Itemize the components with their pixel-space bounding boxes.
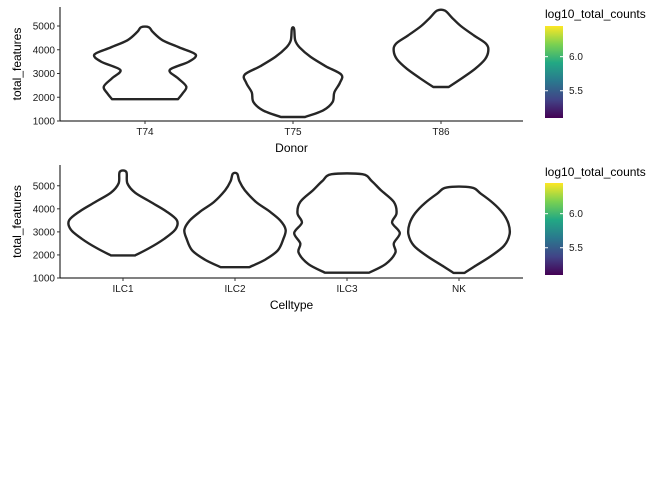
- y-tick-label: 1000: [33, 117, 56, 128]
- colorbar-tick-label: 6.0: [569, 52, 583, 63]
- y-tick-label: 5000: [33, 22, 56, 33]
- x-tick-label: NK: [452, 284, 466, 295]
- colorbar: [545, 183, 563, 275]
- colorbar-tick-label: 5.5: [569, 243, 583, 254]
- colorbar-legend: log10_total_counts 6.0 5.5: [545, 165, 646, 275]
- x-tick-label: T86: [432, 127, 450, 138]
- violin-nk: [406, 185, 512, 275]
- legend-title: log10_total_counts: [545, 7, 646, 21]
- y-tick-label: 2000: [33, 93, 56, 104]
- legend-title: log10_total_counts: [545, 165, 646, 179]
- colorbar-tick-label: 5.5: [569, 86, 583, 97]
- violin-ilc3: [293, 172, 401, 274]
- violin-t75: [242, 26, 344, 119]
- x-tick-label: T75: [284, 127, 302, 138]
- x-tick-label: ILC2: [224, 284, 246, 295]
- y-tick-label: 1000: [33, 274, 56, 285]
- violin-ilc1: [67, 169, 179, 257]
- x-axis-title: Donor: [275, 141, 308, 155]
- y-tick-label: 4000: [33, 45, 56, 56]
- violin-t86: [392, 8, 490, 89]
- colorbar-legend: log10_total_counts 6.0 5.5: [545, 7, 646, 118]
- x-tick-label: ILC3: [336, 284, 358, 295]
- x-tick-label: ILC1: [112, 284, 134, 295]
- y-tick-label: 5000: [33, 181, 56, 192]
- y-tick-label: 3000: [33, 227, 56, 238]
- y-tick-label: 2000: [33, 250, 56, 261]
- violin-ilc2: [183, 171, 287, 269]
- y-tick-label: 3000: [33, 69, 56, 80]
- violin-panel-2: 1000 2000 3000 4000 5000 ILC1 ILC2 ILC3 NK Cellty…: [10, 165, 646, 312]
- y-tick-label: 4000: [33, 204, 56, 215]
- y-axis-title: total_features: [10, 28, 24, 101]
- x-axis-title: Celltype: [270, 298, 314, 312]
- y-axis-title: total_features: [10, 185, 24, 258]
- violin-panel-1: 1000 2000 3000 4000 5000 T74 T75 T86 Donor total_…: [10, 7, 646, 155]
- colorbar: [545, 26, 563, 118]
- x-tick-label: T74: [136, 127, 154, 138]
- violin-t74: [92, 25, 198, 101]
- colorbar-tick-label: 6.0: [569, 209, 583, 220]
